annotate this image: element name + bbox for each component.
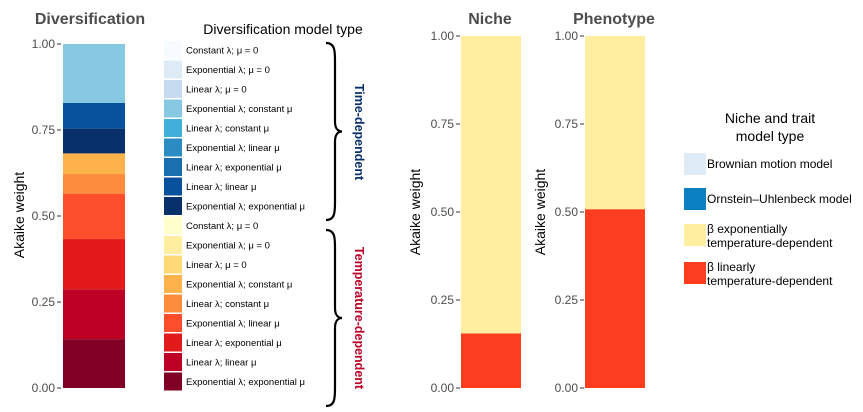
niche-panel: Niche Akaike weight 0.00 0.25 0.50 0.75 1.00 xyxy=(407,11,521,395)
legend-swatch xyxy=(164,197,182,215)
group-label-time-dependent: Time-dependent xyxy=(352,84,366,181)
niche-trait-legend-swatch xyxy=(684,188,706,210)
phenotype-bar-segment xyxy=(585,36,645,210)
legend-swatch xyxy=(164,236,182,254)
legend-label: Linear λ; μ = 0 xyxy=(186,260,247,271)
diversification-bar-segment xyxy=(63,339,125,388)
legend-swatch xyxy=(164,138,182,157)
legend-label: Exponential λ; constant μ xyxy=(186,104,292,115)
legend-swatch xyxy=(164,275,182,293)
niche-trait-legend-label: Ornstein–Uhlenbeck model xyxy=(707,192,852,206)
legend-swatch xyxy=(164,119,182,137)
niche-tick-label: 0.50 xyxy=(431,205,455,219)
legend-swatch xyxy=(164,216,182,235)
legend-label: Linear λ; constant μ xyxy=(186,299,269,310)
legend-label: Exponential λ; exponential μ xyxy=(186,202,305,213)
legend-swatch xyxy=(164,294,182,313)
diversification-bar-segment xyxy=(63,102,125,129)
legend-label: Constant λ; μ = 0 xyxy=(186,221,258,232)
legend-label: Exponential λ; linear μ xyxy=(186,319,280,330)
diversification-bar-segment xyxy=(63,153,125,175)
niche-trait-legend-label: temperature-dependent xyxy=(707,236,833,250)
niche-trait-legend: Niche and trait model type Brownian motion… xyxy=(684,110,852,288)
legend-swatch xyxy=(164,158,182,176)
phenotype-tick-label: 0.00 xyxy=(555,381,579,395)
legend-swatch xyxy=(164,80,182,98)
niche-bar-segment xyxy=(461,36,521,334)
diversification-tick-label: 0.00 xyxy=(32,381,56,395)
legend-swatch xyxy=(164,333,182,352)
diversification-tick-label: 1.00 xyxy=(32,37,56,51)
legend-swatch xyxy=(164,60,182,79)
niche-trait-legend-swatch xyxy=(684,224,706,246)
legend-label: Exponential λ; constant μ xyxy=(186,280,292,291)
diversification-legend: Diversification model type Constant λ; μ … xyxy=(164,21,366,408)
phenotype-bar-segment xyxy=(585,209,645,388)
legend-swatch xyxy=(164,255,182,274)
diversification-bar-segment xyxy=(63,174,125,194)
phenotype-title: Phenotype xyxy=(573,11,655,28)
phenotype-tick-label: 0.25 xyxy=(555,293,579,307)
phenotype-y-axis-label: Akaike weight xyxy=(532,169,548,255)
legend-label: Exponential λ; linear μ xyxy=(186,143,280,154)
legend-label: Constant λ; μ = 0 xyxy=(186,46,258,57)
diversification-bar-segment xyxy=(63,193,125,240)
niche-trait-legend-label: β exponentially xyxy=(707,222,787,236)
group-brace xyxy=(325,41,343,222)
niche-trait-legend-title-line2: model type xyxy=(736,128,805,144)
niche-tick-label: 1.00 xyxy=(431,29,455,43)
niche-y-axis-label: Akaike weight xyxy=(407,169,423,255)
legend-label: Linear λ; linear μ xyxy=(186,358,256,369)
niche-trait-legend-title-line1: Niche and trait xyxy=(725,110,815,126)
group-label-temperature-dependent: Temperature-dependent xyxy=(352,247,366,390)
niche-trait-legend-swatch xyxy=(684,262,706,284)
legend-swatch xyxy=(164,99,182,118)
phenotype-tick-label: 0.50 xyxy=(555,205,579,219)
legend-swatch xyxy=(164,41,182,59)
legend-label: Linear λ; linear μ xyxy=(186,182,256,193)
phenotype-tick-label: 1.00 xyxy=(555,29,579,43)
niche-trait-legend-swatch xyxy=(684,153,706,175)
niche-title: Niche xyxy=(468,11,512,28)
diversification-title: Diversification xyxy=(35,11,145,28)
group-brace xyxy=(325,228,343,408)
legend-swatch xyxy=(164,177,182,196)
legend-label: Linear λ; exponential μ xyxy=(186,338,282,349)
legend-swatch xyxy=(164,353,182,371)
diversification-bar-segment xyxy=(63,289,125,340)
diversification-bar-segment xyxy=(63,128,125,154)
diversification-tick-label: 0.50 xyxy=(32,209,56,223)
diversification-bar-segment xyxy=(63,239,125,290)
niche-tick-label: 0.25 xyxy=(431,293,455,307)
phenotype-panel: Phenotype Akaike weight 0.00 0.25 0.50 0.75 1.… xyxy=(532,11,655,395)
legend-swatch xyxy=(164,314,182,332)
legend-label: Linear λ; exponential μ xyxy=(186,163,282,174)
legend-swatch xyxy=(164,372,182,391)
niche-trait-legend-label: Brownian motion model xyxy=(707,157,832,171)
niche-tick-label: 0.75 xyxy=(431,117,455,131)
niche-trait-legend-label: temperature-dependent xyxy=(707,274,833,288)
diversification-bar-segment xyxy=(63,44,125,103)
diversification-tick-label: 0.25 xyxy=(32,295,56,309)
legend-label: Exponential λ; μ = 0 xyxy=(186,241,270,252)
diversification-tick-label: 0.75 xyxy=(32,123,56,137)
diversification-panel: Diversification Akaike weight 0.00 0.25 0.50… xyxy=(11,11,145,395)
diversification-y-axis-label: Akaike weight xyxy=(11,172,27,258)
legend-label: Linear λ; μ = 0 xyxy=(186,85,247,96)
niche-tick-label: 0.00 xyxy=(431,381,455,395)
phenotype-tick-label: 0.75 xyxy=(555,117,579,131)
legend-label: Exponential λ; exponential μ xyxy=(186,377,305,388)
legend-label: Linear λ; constant μ xyxy=(186,124,269,135)
niche-trait-legend-label: β linearly xyxy=(707,260,755,274)
niche-bar-segment xyxy=(461,333,521,388)
diversification-legend-title: Diversification model type xyxy=(203,21,363,37)
legend-label: Exponential λ; μ = 0 xyxy=(186,65,270,76)
